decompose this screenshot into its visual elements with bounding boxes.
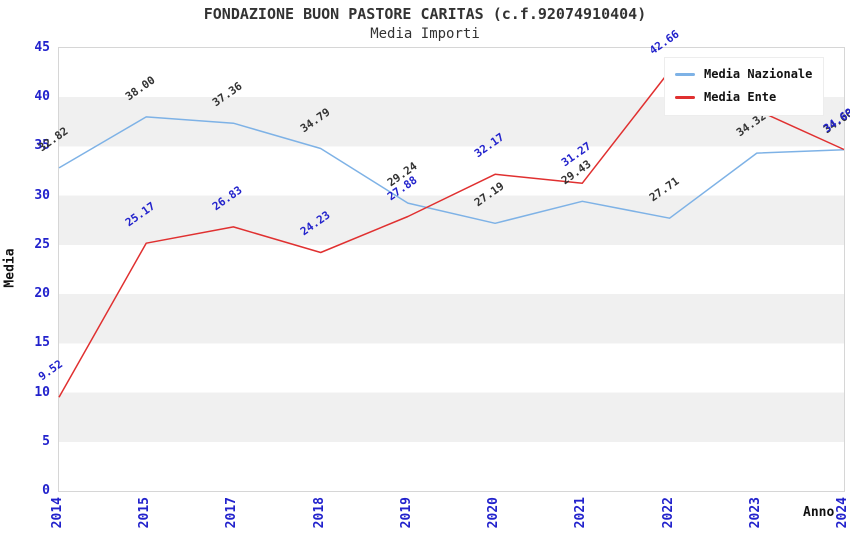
y-tick-label: 35 bbox=[34, 138, 50, 154]
y-axis-title: Media bbox=[2, 248, 18, 288]
y-tick-label: 30 bbox=[34, 187, 50, 203]
series-line-media-ente bbox=[58, 70, 845, 398]
legend-label-media-nazionale: Media Nazionale bbox=[704, 67, 813, 81]
legend-swatch-media-nazionale bbox=[675, 72, 695, 76]
y-tick-label: 40 bbox=[34, 89, 50, 105]
plot-area bbox=[58, 47, 845, 492]
x-tick-label: 2015 bbox=[137, 497, 153, 529]
y-tick-label: 0 bbox=[42, 483, 50, 498]
y-tick-label: 10 bbox=[34, 384, 50, 400]
legend-box: Media Nazionale Media Ente bbox=[664, 57, 825, 116]
x-axis-title: Anno bbox=[803, 505, 835, 520]
series-line-media-nazionale bbox=[58, 116, 845, 225]
x-tick-label: 2020 bbox=[486, 497, 502, 529]
y-tick-label: 45 bbox=[34, 40, 50, 55]
x-tick-label: 2021 bbox=[573, 497, 589, 529]
x-tick-label: 2024 bbox=[835, 497, 850, 529]
chart-subtitle: Media Importi bbox=[370, 26, 480, 42]
x-tick-label: 2023 bbox=[747, 497, 763, 529]
x-tick-label: 2014 bbox=[50, 497, 65, 529]
y-tick-label: 5 bbox=[42, 433, 50, 449]
x-tick-label: 2017 bbox=[224, 497, 240, 529]
x-tick-label: 2018 bbox=[311, 497, 327, 529]
legend-label-media-ente: Media Ente bbox=[704, 90, 777, 104]
y-tick-label: 15 bbox=[34, 335, 50, 351]
x-tick-label: 2022 bbox=[660, 497, 676, 529]
y-tick-label: 20 bbox=[34, 286, 50, 302]
legend-swatch-media-ente bbox=[675, 95, 695, 99]
legend-item-media-ente: Media Ente bbox=[675, 89, 812, 105]
x-tick-label: 2019 bbox=[398, 497, 414, 529]
legend-item-media-nazionale: Media Nazionale bbox=[675, 66, 812, 82]
chart-title: FONDAZIONE BUON PASTORE CARITAS (c.f.920… bbox=[203, 5, 647, 23]
